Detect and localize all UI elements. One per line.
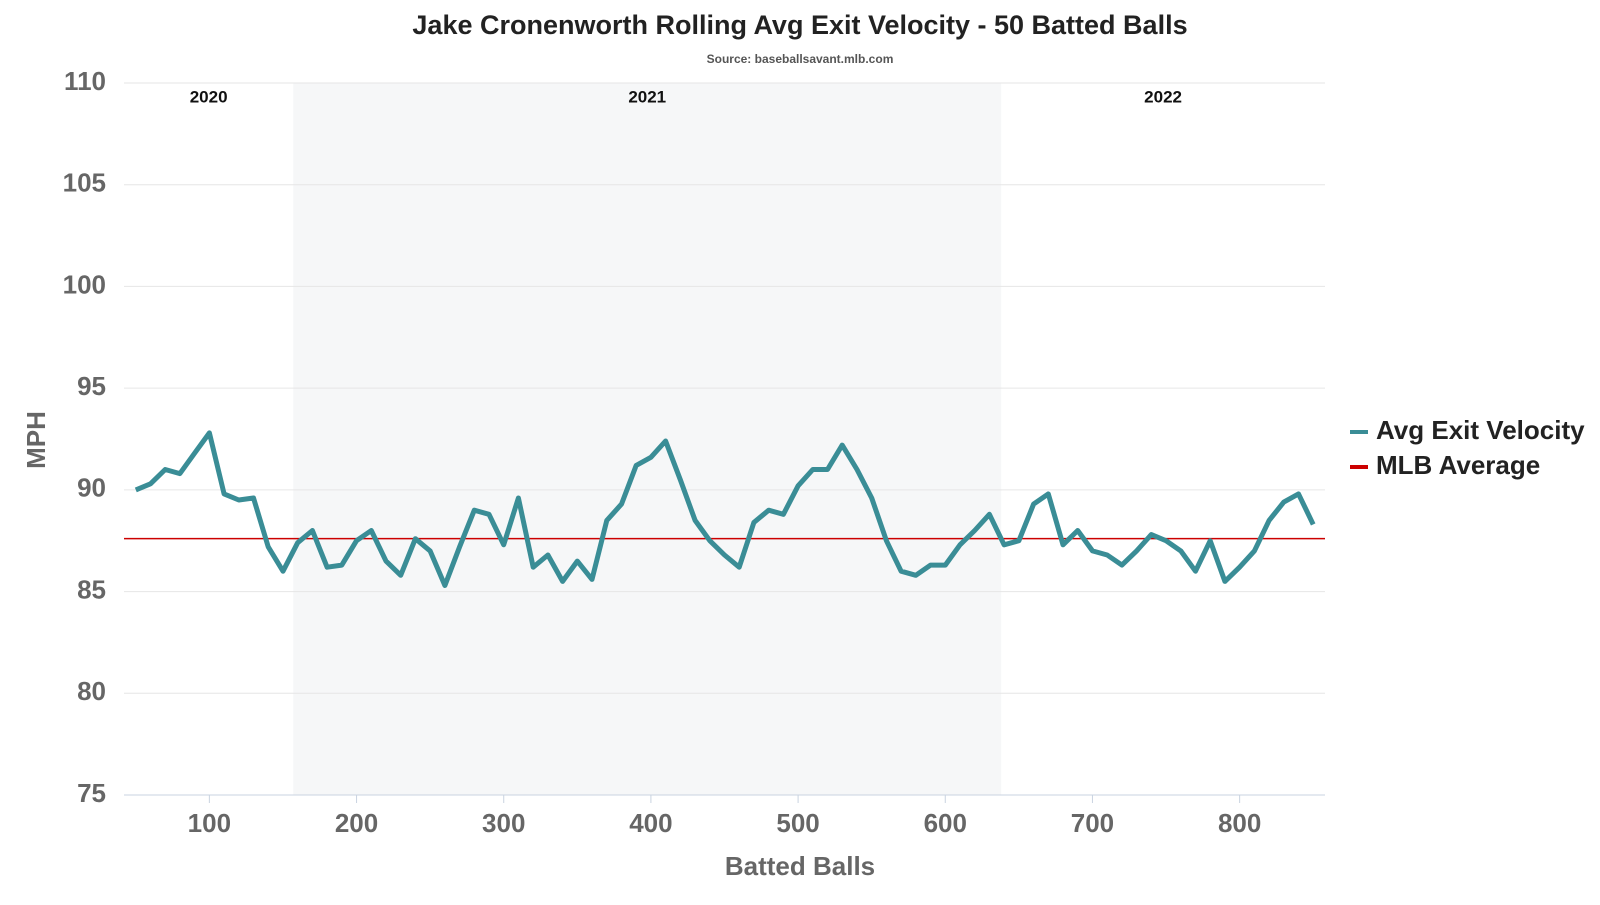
y-tick-label: 90 (77, 473, 106, 503)
season-label: 2022 (1144, 87, 1182, 106)
y-tick-label: 105 (63, 168, 106, 198)
y-tick-label: 110 (64, 66, 106, 96)
season-label: 2020 (190, 87, 228, 106)
series-line (134, 430, 1316, 588)
x-tick-label: 800 (1218, 808, 1261, 838)
y-tick-label: 80 (77, 676, 106, 706)
x-tick-label: 100 (188, 808, 231, 838)
season-band (293, 83, 1002, 795)
y-tick-label: 100 (63, 269, 106, 299)
x-tick-label: 400 (629, 808, 672, 838)
x-axis-label: Batted Balls (725, 851, 875, 881)
y-tick-label: 75 (77, 778, 106, 808)
legend-label: Avg Exit Velocity (1376, 415, 1585, 445)
y-tick-label: 85 (77, 574, 106, 604)
x-tick-label: 500 (776, 808, 819, 838)
chart-subtitle: Source: baseballsavant.mlb.com (707, 52, 894, 66)
x-tick-label: 200 (335, 808, 378, 838)
x-tick-label: 600 (924, 808, 967, 838)
chart-title: Jake Cronenworth Rolling Avg Exit Veloci… (412, 10, 1187, 40)
x-tick-label: 700 (1071, 808, 1114, 838)
y-tick-label: 95 (77, 371, 106, 401)
season-label: 2021 (628, 87, 666, 106)
legend-label: MLB Average (1376, 450, 1540, 480)
x-tick-label: 300 (482, 808, 525, 838)
y-axis-label: MPH (21, 411, 51, 469)
